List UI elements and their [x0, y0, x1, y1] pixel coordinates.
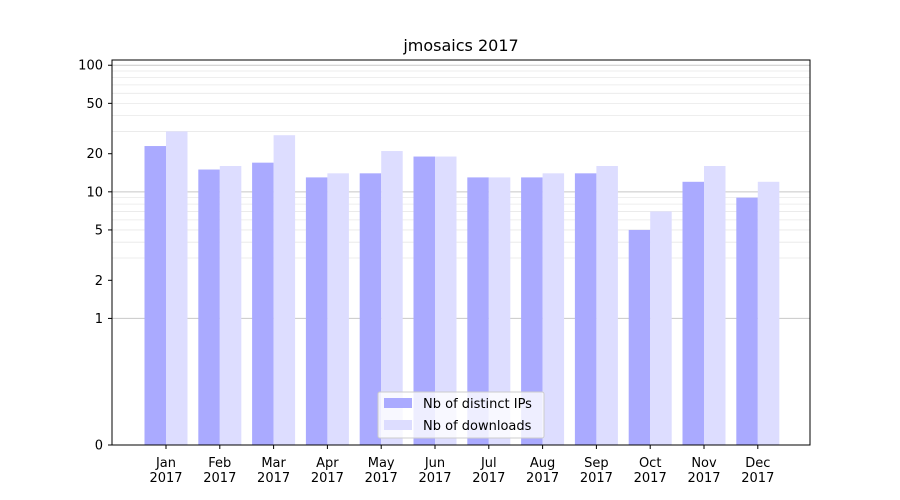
x-tick-label: Oct 2017: [634, 456, 667, 486]
bar-downloads: [704, 165, 726, 446]
bar-downloads: [435, 156, 457, 446]
legend-box: [377, 391, 545, 439]
bar-distinct-ips: [252, 162, 274, 445]
bars: [144, 131, 780, 446]
y-axis: 0 1 2 5 10 20 50 100: [78, 59, 112, 454]
x-tick-label: Jul 2017: [472, 456, 505, 486]
legend-label-distinct-ips: Nb of distinct IPs: [423, 397, 532, 412]
bar-distinct-ips: [682, 181, 704, 445]
legend: Nb of distinct IPs Nb of downloads: [377, 391, 545, 439]
x-tick-label: Jun 2017: [418, 456, 451, 486]
x-tick-label: Mar 2017: [257, 456, 290, 486]
x-tick-label: Nov 2017: [687, 456, 720, 486]
x-tick-label: Jan 2017: [149, 456, 182, 486]
y-tick-label: 5: [95, 223, 103, 238]
bar-distinct-ips: [413, 156, 435, 446]
bar-downloads: [327, 173, 349, 445]
bar-downloads: [542, 173, 565, 445]
bar-distinct-ips: [359, 173, 382, 445]
bar-distinct-ips: [198, 169, 220, 445]
x-tick-label: Sep 2017: [580, 456, 613, 486]
bar-distinct-ips: [628, 229, 651, 445]
bar-downloads: [273, 135, 296, 445]
y-tick-label: 10: [86, 185, 103, 200]
bar-downloads: [757, 181, 780, 445]
y-tick-label: 50: [86, 97, 103, 112]
bar-downloads: [381, 151, 403, 445]
x-tick-label: Dec 2017: [741, 456, 774, 486]
x-tick-label: Feb 2017: [203, 456, 236, 486]
bar-distinct-ips: [521, 177, 543, 446]
x-tick-label: Apr 2017: [311, 456, 344, 486]
bar-downloads: [596, 165, 618, 446]
y-tick-label: 1: [95, 312, 103, 327]
x-tick-label: May 2017: [365, 456, 398, 486]
y-tick-label: 2: [95, 274, 103, 289]
bar-distinct-ips: [736, 197, 758, 445]
y-tick-label: 20: [86, 147, 103, 162]
y-tick-label: 0: [95, 439, 103, 454]
legend-label-downloads: Nb of downloads: [423, 419, 532, 434]
bar-downloads: [219, 165, 242, 446]
bar-distinct-ips: [305, 177, 328, 446]
bar-downloads: [166, 131, 188, 445]
plot-frame: [111, 59, 811, 446]
bar-downloads: [650, 211, 672, 445]
legend-swatch-downloads: [384, 420, 412, 430]
chart-title: jmosaics 2017: [402, 36, 518, 55]
x-tick-label: Aug 2017: [526, 456, 559, 486]
x-axis: Jan 2017 Feb 2017 Mar 2017 Apr 2017 May 2017 Jun 20…: [149, 445, 774, 486]
y-tick-label: 100: [78, 59, 103, 74]
bar-distinct-ips: [467, 177, 489, 446]
bar-distinct-ips: [144, 146, 166, 445]
legend-swatch-distinct-ips: [384, 398, 412, 408]
bar-distinct-ips: [574, 173, 597, 445]
bar-downloads: [488, 177, 511, 446]
